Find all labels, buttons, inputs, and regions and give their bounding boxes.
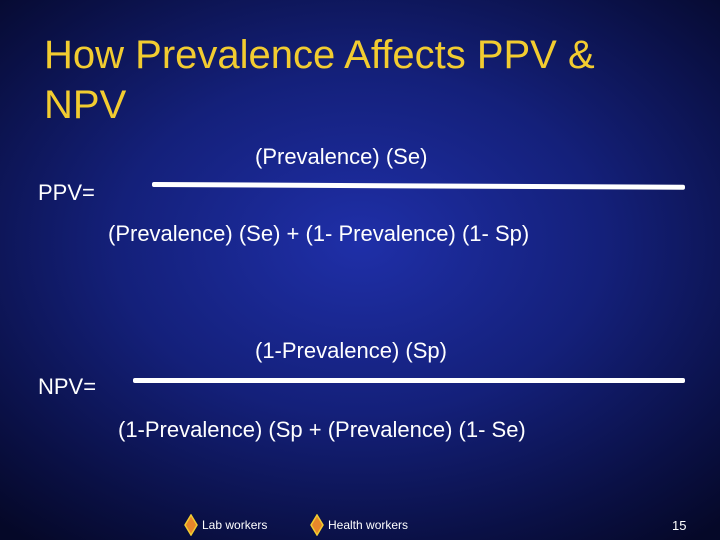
ppv-numerator: (Prevalence) (Se) [255, 144, 428, 169]
npv-denominator: (1-Prevalence) (Sp + (Prevalence) (1- Se… [118, 417, 526, 442]
lab-workers-label: Lab workers [202, 518, 268, 532]
page-number: 15 [672, 518, 687, 533]
npv-label: NPV= [38, 374, 97, 399]
npv-fraction-bar [133, 378, 685, 383]
health-workers-link[interactable]: Health workers [310, 514, 408, 536]
slide-title: How Prevalence Affects PPV & NPV [44, 33, 595, 127]
diamond-icon [184, 514, 198, 536]
ppv-label: PPV= [38, 180, 95, 205]
health-workers-label: Health workers [328, 518, 409, 532]
ppv-denominator: (Prevalence) (Se) + (1- Prevalence) (1- … [108, 221, 530, 246]
npv-numerator: (1-Prevalence) (Sp) [255, 338, 447, 363]
diamond-icon [310, 514, 324, 536]
ppv-fraction-bar [151, 182, 686, 190]
lab-workers-link[interactable]: Lab workers [184, 514, 267, 536]
